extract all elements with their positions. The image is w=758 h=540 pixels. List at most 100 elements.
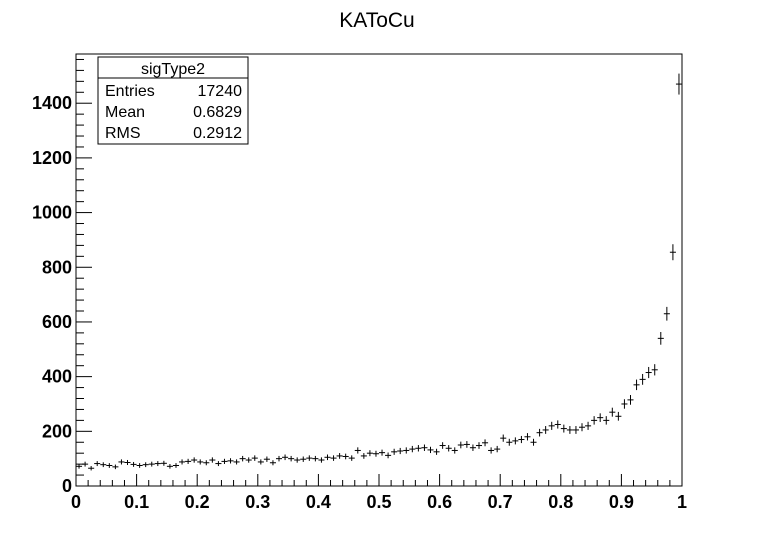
x-axis: 0 0.1 0.2 0.3 0.4 0.5 0.6 0.7 0.8 0.9 1: [71, 474, 687, 512]
data-point: [427, 446, 434, 454]
data-point: [76, 463, 83, 469]
data-point: [542, 426, 549, 434]
data-point: [621, 399, 628, 409]
data-point: [130, 461, 137, 467]
stats-entries-value: 17240: [198, 83, 243, 100]
stats-mean-value: 0.6829: [193, 104, 242, 121]
data-point: [100, 462, 107, 468]
stats-rms-value: 0.2912: [193, 125, 242, 142]
data-point: [275, 455, 283, 462]
data-point: [106, 463, 113, 468]
data-point: [669, 244, 676, 261]
stats-rms-label: RMS: [105, 125, 141, 142]
stats-box: sigType2 Entries 17240 Mean 0.6829 RMS 0…: [97, 56, 249, 145]
data-point: [263, 456, 270, 462]
data-point: [269, 460, 276, 466]
data-point: [560, 424, 567, 433]
x-tick-label: 0.1: [124, 492, 149, 512]
data-point: [88, 466, 95, 471]
data-point: [651, 364, 658, 376]
data-point: [451, 447, 458, 454]
data-point: [445, 445, 452, 452]
x-tick-label: 0.8: [548, 492, 573, 512]
data-point: [348, 455, 355, 461]
data-point: [463, 441, 470, 448]
data-point: [475, 442, 483, 449]
data-point: [494, 445, 501, 453]
data-point: [500, 434, 507, 442]
data-point: [288, 455, 295, 462]
data-point: [645, 366, 652, 379]
data-point: [318, 457, 325, 463]
data-point: [591, 416, 598, 425]
data-point: [82, 461, 89, 467]
data-point: [518, 435, 525, 444]
data-point: [154, 461, 161, 467]
y-tick-label: 800: [42, 257, 72, 277]
x-tick-label: 0.5: [366, 492, 391, 512]
data-point: [530, 438, 537, 446]
x-tick-label: 0: [71, 492, 81, 512]
data-point: [172, 463, 180, 468]
data-point: [239, 455, 246, 462]
data-point: [609, 407, 616, 417]
data-point: [330, 455, 337, 461]
data-point: [578, 423, 586, 432]
data-point: [675, 73, 682, 95]
data-point: [251, 455, 258, 461]
data-point: [469, 444, 476, 451]
x-tick-label: 0.2: [185, 492, 210, 512]
y-tick-label: 1400: [32, 93, 72, 113]
data-point: [366, 450, 373, 457]
data-point: [185, 458, 192, 464]
data-point: [627, 395, 634, 405]
data-point: [354, 447, 361, 454]
data-point: [197, 459, 204, 465]
data-point: [457, 441, 464, 449]
data-point: [203, 460, 210, 466]
data-point: [524, 433, 531, 441]
x-tick-label: 0.9: [609, 492, 634, 512]
data-point: [191, 457, 198, 463]
data-point: [585, 421, 592, 430]
data-point: [506, 438, 513, 446]
data-point: [597, 413, 604, 422]
data-point: [379, 449, 386, 456]
data-point: [615, 411, 622, 421]
data-point: [342, 453, 349, 460]
data-point: [548, 421, 555, 430]
stats-mean-label: Mean: [105, 104, 145, 121]
chart-title: KAToCu: [339, 9, 414, 32]
data-point: [639, 373, 646, 385]
data-point: [572, 426, 579, 434]
data-point: [209, 457, 216, 463]
data-point: [336, 453, 343, 459]
data-point: [385, 452, 392, 459]
data-point: [633, 379, 640, 391]
data-point: [282, 454, 289, 461]
stats-entries-label: Entries: [105, 83, 155, 100]
data-point: [433, 448, 440, 455]
data-point: [324, 454, 331, 461]
data-point: [148, 461, 155, 467]
data-point: [300, 456, 307, 462]
data-point: [227, 458, 234, 464]
x-tick-label: 1: [677, 492, 687, 512]
data-point: [488, 447, 495, 454]
data-point: [657, 332, 664, 345]
data-point: [166, 463, 173, 469]
data-point: [233, 459, 240, 465]
data-point: [439, 442, 446, 449]
y-tick-label: 200: [42, 421, 72, 441]
data-point: [112, 464, 119, 470]
x-tick-label: 0.6: [427, 492, 452, 512]
data-point: [512, 437, 519, 445]
y-tick-label: 0: [62, 476, 72, 496]
y-tick-label: 1200: [32, 148, 72, 168]
data-point: [215, 461, 222, 467]
x-tick-label: 0.4: [306, 492, 331, 512]
data-point: [312, 455, 319, 462]
data-point: [179, 459, 186, 465]
data-point: [415, 445, 422, 452]
data-point: [536, 428, 543, 437]
